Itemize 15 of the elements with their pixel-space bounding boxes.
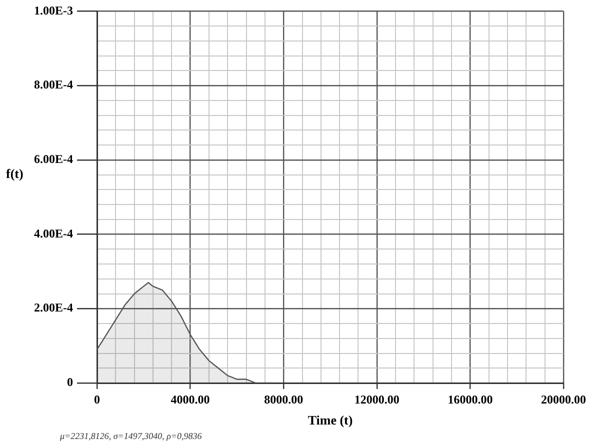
y-tick-label: 8.00E-4: [34, 78, 73, 92]
y-tick-label: 2.00E-4: [34, 300, 73, 315]
text: μ=2231,8126, σ=1497,3040, ρ=0,9836: [59, 430, 202, 441]
x-tick-label: 16000.00: [448, 392, 493, 406]
x-tick-label: 0: [94, 392, 100, 406]
y-tick-label: 0: [67, 375, 73, 390]
x-tick-label: 12000.00: [354, 392, 400, 406]
y-tick-label: 4.00E-4: [34, 226, 73, 240]
y-axis-title: f(t): [6, 166, 24, 182]
x-tick-label: 8000.00: [264, 392, 304, 406]
x-tick-label: 20000.00: [541, 392, 586, 406]
x-axis-title: Time (t): [308, 412, 353, 428]
y-tick-label: 1.00E-3: [34, 3, 73, 18]
y-tick-label: 6.00E-4: [34, 152, 73, 166]
x-tick-label: 4000.00: [170, 392, 210, 406]
